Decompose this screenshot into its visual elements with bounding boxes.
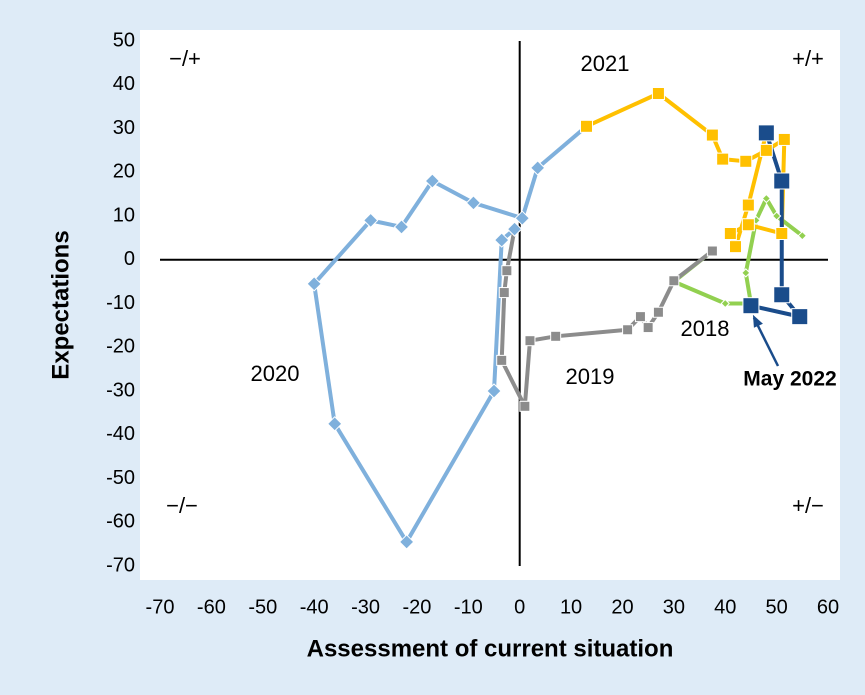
point xyxy=(514,210,530,226)
y-tick-label: -70 xyxy=(106,554,135,576)
x-tick-label: -50 xyxy=(248,596,277,618)
x-tick-label: 30 xyxy=(663,596,685,618)
point xyxy=(642,322,654,334)
point xyxy=(759,143,773,157)
y-tick-label: 10 xyxy=(113,204,135,226)
y-tick-label: 30 xyxy=(113,117,135,139)
point xyxy=(729,240,743,254)
connector xyxy=(504,228,517,272)
point xyxy=(579,119,593,133)
y-tick-label: -50 xyxy=(106,467,135,489)
point xyxy=(791,308,809,326)
point xyxy=(742,297,760,315)
point xyxy=(706,245,718,257)
point xyxy=(775,227,789,240)
point xyxy=(761,193,772,204)
y-tick-label: -10 xyxy=(106,292,135,314)
point xyxy=(797,230,808,241)
y-tick-label: 0 xyxy=(124,248,135,270)
y-tick-label: -60 xyxy=(106,511,135,533)
x-tick-label: -10 xyxy=(454,596,483,618)
quadrant-label: +/+ xyxy=(792,46,824,71)
point xyxy=(494,232,510,248)
point xyxy=(634,311,646,323)
connector xyxy=(536,124,588,170)
y-tick-label: -20 xyxy=(106,336,135,358)
series-label: 2020 xyxy=(251,361,300,386)
quadrant-label: −/− xyxy=(166,493,198,518)
y-tick-label: -40 xyxy=(106,423,135,445)
x-axis-label: Assessment of current situation xyxy=(307,635,674,662)
x-tick-label: 10 xyxy=(560,596,582,618)
point xyxy=(362,212,379,229)
x-tick-label: 20 xyxy=(611,596,633,618)
x-tick-label: -40 xyxy=(300,596,329,618)
point xyxy=(705,128,719,142)
point xyxy=(524,335,536,347)
x-tick-label: -70 xyxy=(146,596,175,618)
point xyxy=(398,534,415,550)
x-tick-label: -20 xyxy=(402,596,431,618)
series-label: 2021 xyxy=(581,51,630,76)
point xyxy=(651,87,665,100)
point xyxy=(773,286,791,304)
point xyxy=(501,265,513,277)
point xyxy=(741,218,755,232)
point xyxy=(498,287,510,299)
point xyxy=(622,324,634,336)
point xyxy=(529,160,546,176)
series-label: 2018 xyxy=(681,316,730,341)
arrow-head xyxy=(752,314,763,328)
x-tick-label: -30 xyxy=(351,596,380,618)
y-axis-label: Expectations xyxy=(47,230,74,379)
point xyxy=(720,298,730,309)
point xyxy=(723,227,737,240)
quadrant-label: +/− xyxy=(792,493,824,518)
point xyxy=(716,152,730,166)
point xyxy=(424,173,441,189)
point xyxy=(741,198,755,212)
annotation: May 2022 xyxy=(743,368,836,391)
point xyxy=(773,172,791,190)
point xyxy=(465,195,482,211)
point xyxy=(741,268,751,278)
y-tick-label: 40 xyxy=(113,73,135,95)
point xyxy=(668,275,680,287)
x-tick-label: 0 xyxy=(514,596,525,618)
x-tick-label: -60 xyxy=(197,596,226,618)
x-tick-label: 60 xyxy=(817,596,839,618)
point xyxy=(306,276,322,292)
series-label: 2019 xyxy=(566,364,615,389)
point xyxy=(771,211,782,221)
point xyxy=(519,400,531,412)
series-line xyxy=(312,167,540,544)
y-tick-label: 20 xyxy=(113,161,135,183)
x-tick-label: 40 xyxy=(714,596,736,618)
point xyxy=(652,306,664,318)
point xyxy=(550,330,562,342)
point xyxy=(393,219,410,235)
point xyxy=(327,416,343,432)
x-tick-label: 50 xyxy=(765,596,787,618)
quadrant-label: −/+ xyxy=(169,46,201,71)
y-tick-label: 50 xyxy=(113,29,135,51)
point xyxy=(506,221,523,237)
point xyxy=(486,383,502,399)
y-tick-label: -30 xyxy=(106,379,135,401)
point xyxy=(739,154,753,168)
point xyxy=(757,124,775,142)
point xyxy=(777,132,791,146)
point xyxy=(496,354,508,366)
